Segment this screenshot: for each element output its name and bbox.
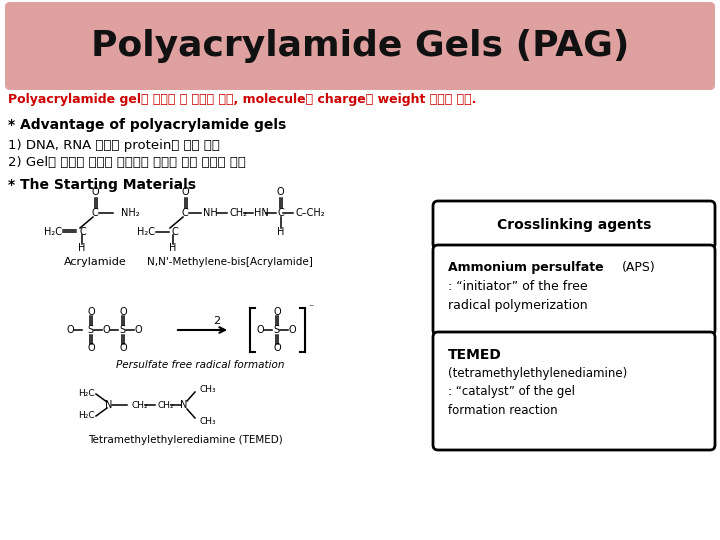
Text: S: S — [119, 325, 125, 335]
Text: H₂C: H₂C — [137, 227, 155, 237]
Text: N: N — [105, 400, 113, 410]
Text: C: C — [79, 227, 86, 237]
Text: CH₂: CH₂ — [157, 401, 174, 409]
Text: S: S — [87, 325, 93, 335]
Text: : “initiator” of the free: : “initiator” of the free — [448, 280, 588, 294]
Text: TEMED: TEMED — [448, 348, 502, 362]
Text: O: O — [134, 325, 142, 335]
Text: Tetramethylethylerediamine (TEMED): Tetramethylethylerediamine (TEMED) — [88, 435, 282, 445]
Text: CH₂: CH₂ — [229, 208, 247, 218]
Text: N,N'-Methylene-bis[Acrylamide]: N,N'-Methylene-bis[Acrylamide] — [147, 257, 313, 267]
Text: Acrylamide: Acrylamide — [63, 257, 127, 267]
Text: O: O — [181, 187, 189, 197]
Text: 2: 2 — [213, 316, 220, 326]
Text: Ammonium persulfate: Ammonium persulfate — [448, 261, 603, 274]
Text: C: C — [181, 208, 189, 218]
Text: 2) Gel의 농도와 조성을 변화시켜 목적에 따른 분리가 용이: 2) Gel의 농도와 조성을 변화시켜 목적에 따른 분리가 용이 — [8, 156, 246, 168]
Text: CH₃: CH₃ — [200, 384, 217, 394]
Text: H₂C: H₂C — [78, 389, 95, 399]
Text: CH₂: CH₂ — [131, 401, 148, 409]
Text: H₂C: H₂C — [78, 411, 95, 421]
Text: CH₃: CH₃ — [200, 416, 217, 426]
Text: O: O — [87, 343, 95, 353]
FancyBboxPatch shape — [433, 201, 715, 249]
Text: H: H — [277, 227, 284, 237]
Text: (APS): (APS) — [622, 261, 656, 274]
Text: O: O — [288, 325, 296, 335]
Text: O: O — [102, 325, 110, 335]
Text: radical polymerization: radical polymerization — [448, 300, 588, 313]
Text: Crosslinking agents: Crosslinking agents — [497, 218, 651, 232]
Text: O: O — [120, 307, 127, 317]
FancyBboxPatch shape — [433, 245, 715, 335]
Text: : “catalyst” of the gel: : “catalyst” of the gel — [448, 386, 575, 399]
Text: ⁻: ⁻ — [308, 303, 313, 313]
Text: H: H — [78, 243, 86, 253]
Text: * Advantage of polyacrylamide gels: * Advantage of polyacrylamide gels — [8, 118, 287, 132]
Text: O: O — [273, 343, 281, 353]
FancyBboxPatch shape — [5, 2, 715, 90]
Text: Polyacrylamide gel은 거르는 체 역할을 하여, molecule을 charge나 weight 따라서 분리.: Polyacrylamide gel은 거르는 체 역할을 하여, molecu… — [8, 93, 477, 106]
Text: O: O — [273, 307, 281, 317]
Text: O: O — [91, 187, 99, 197]
Text: NH: NH — [203, 208, 217, 218]
Text: (tetramethylethylenediamine): (tetramethylethylenediamine) — [448, 368, 627, 381]
Text: * The Starting Materials: * The Starting Materials — [8, 178, 196, 192]
Text: O: O — [120, 343, 127, 353]
Text: 1) DNA, RNA 그리고 protein의 분리 수행: 1) DNA, RNA 그리고 protein의 분리 수행 — [8, 138, 220, 152]
Text: H₂C: H₂C — [44, 227, 62, 237]
Text: O: O — [256, 325, 264, 335]
Text: Persulfate free radical formation: Persulfate free radical formation — [116, 360, 284, 370]
Text: C: C — [91, 208, 99, 218]
Text: NH₂: NH₂ — [121, 208, 140, 218]
Text: S: S — [273, 325, 279, 335]
Text: O: O — [66, 325, 74, 335]
Text: HN: HN — [254, 208, 269, 218]
Text: C–CH₂: C–CH₂ — [295, 208, 325, 218]
Text: O: O — [87, 307, 95, 317]
FancyBboxPatch shape — [433, 332, 715, 450]
Text: C: C — [171, 227, 178, 237]
Text: N: N — [180, 400, 188, 410]
Text: H: H — [169, 243, 176, 253]
Text: C: C — [278, 208, 284, 218]
Text: O: O — [276, 187, 284, 197]
Text: formation reaction: formation reaction — [448, 403, 557, 416]
Text: Polyacrylamide Gels (PAG): Polyacrylamide Gels (PAG) — [91, 29, 629, 63]
